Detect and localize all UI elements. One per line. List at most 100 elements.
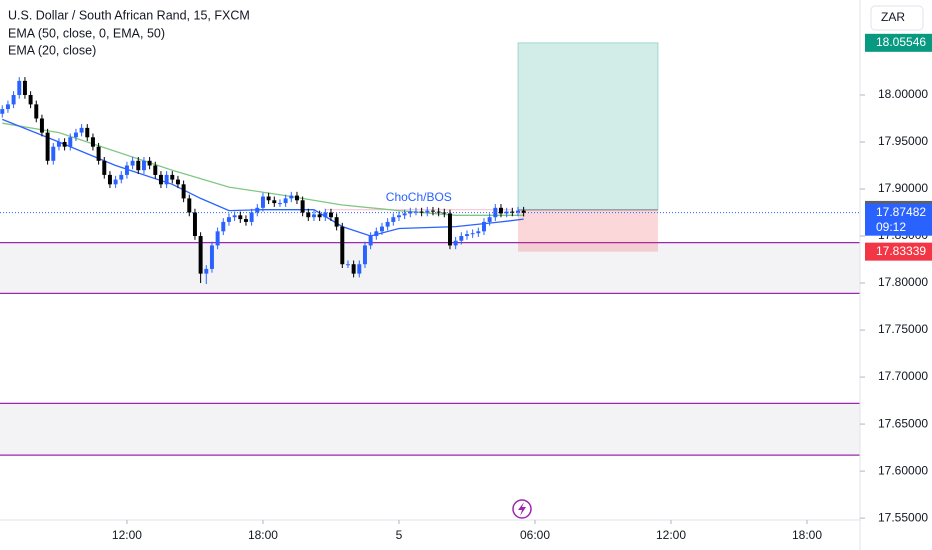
candle-body: [476, 231, 481, 234]
candle-body: [464, 234, 469, 237]
candle-body: [147, 160, 152, 166]
candle-body: [255, 207, 260, 213]
candle-body: [221, 221, 226, 232]
candle-body: [379, 226, 384, 232]
candle-body: [141, 160, 146, 171]
candle-body: [232, 215, 237, 218]
candle-body: [85, 127, 90, 138]
y-tick-label: 18.00000: [878, 87, 928, 101]
candle-body: [487, 217, 492, 222]
candle-body: [396, 215, 401, 218]
y-tick-label: 17.60000: [878, 463, 928, 477]
candle-body: [413, 211, 418, 213]
candle-body: [385, 221, 390, 227]
candle-body: [408, 211, 413, 214]
candle-body: [73, 132, 78, 138]
candle-body: [204, 268, 209, 274]
candle-body: [402, 213, 407, 216]
candle-body: [215, 231, 220, 246]
plot-area: ChoCh/BOS: [0, 42, 860, 456]
candle-body: [306, 212, 311, 218]
candle-body: [187, 198, 192, 213]
candle-body: [430, 210, 435, 212]
candle-body: [209, 245, 214, 269]
candle-body: [56, 141, 61, 147]
candle-body: [11, 94, 16, 105]
candle-body: [130, 160, 135, 166]
y-tick-label: 17.80000: [878, 275, 928, 289]
candle-body: [323, 212, 328, 218]
candle-body: [504, 211, 509, 214]
candle-body: [334, 217, 339, 227]
candle-body: [90, 137, 95, 147]
x-tick-label: 12:00: [656, 528, 686, 542]
candle-body: [272, 200, 277, 204]
candle-body: [277, 203, 282, 205]
candle-body: [175, 179, 180, 185]
candle-body: [442, 212, 447, 214]
candle-body: [351, 264, 356, 274]
candle-body: [113, 179, 118, 185]
candle-body: [79, 127, 84, 133]
candle-body: [498, 207, 503, 214]
candle-body: [453, 240, 458, 246]
candle-body: [317, 214, 322, 218]
candle-body: [45, 132, 50, 161]
candle-body: [357, 264, 362, 274]
indicator-legend: EMA (50, close, 0, EMA, 50): [8, 26, 165, 40]
y-tick-label: 17.95000: [878, 134, 928, 148]
current-price-bg: [865, 203, 932, 236]
candle-body: [119, 174, 124, 180]
candle-body: [181, 184, 186, 199]
y-tick-label: 17.65000: [878, 416, 928, 430]
currency-button[interactable]: [870, 5, 924, 31]
candle-body: [158, 174, 163, 185]
candle-body: [368, 236, 373, 246]
candle-body: [374, 231, 379, 237]
y-tick-label: 17.55000: [878, 510, 928, 524]
candle-body: [164, 174, 169, 185]
x-tick-label: 18:00: [248, 528, 278, 542]
candle-body: [238, 215, 243, 220]
candle-body: [62, 141, 67, 147]
chart-title: U.S. Dollar / South African Rand, 15, FX…: [8, 8, 250, 22]
target-zone: [517, 42, 659, 211]
candle-body: [136, 160, 141, 171]
current-price: 17.87482: [876, 205, 926, 219]
annotation-label: ChoCh/BOS: [386, 190, 452, 204]
candle-body: [436, 211, 441, 213]
candle-body: [447, 213, 452, 246]
stop-zone: [517, 209, 658, 252]
candle-body: [260, 196, 265, 208]
stop-price-bg: [865, 242, 932, 261]
candle-body: [340, 226, 345, 265]
y-tick-label: 17.75000: [878, 322, 928, 336]
candle-body: [470, 233, 475, 235]
x-tick-label: 06:00: [520, 528, 550, 542]
candle-body: [68, 137, 73, 147]
candle-body: [243, 219, 248, 222]
candle-body: [226, 217, 231, 222]
target-price: 18.05546: [876, 35, 926, 49]
candle-body: [516, 210, 520, 213]
x-tick-label: 5: [396, 528, 403, 542]
alert-icon[interactable]: [512, 499, 532, 519]
candle-body: [28, 94, 33, 105]
candle-body: [300, 200, 305, 213]
candle-body: [107, 174, 112, 185]
candle-body: [493, 207, 498, 218]
candle-body: [34, 104, 39, 119]
candle-body: [521, 210, 526, 213]
candle-body: [51, 146, 56, 161]
x-tick-label: 18:00: [792, 528, 822, 542]
candle-body: [266, 196, 271, 201]
indicator-legend: EMA (20, close): [8, 43, 96, 57]
candle-body: [170, 174, 175, 180]
candle-body: [5, 104, 10, 110]
currency[interactable]: ZAR: [881, 10, 905, 24]
candle-body: [192, 212, 197, 237]
candle-body: [102, 160, 107, 175]
candle-body: [311, 214, 316, 218]
candle-body: [510, 211, 515, 213]
